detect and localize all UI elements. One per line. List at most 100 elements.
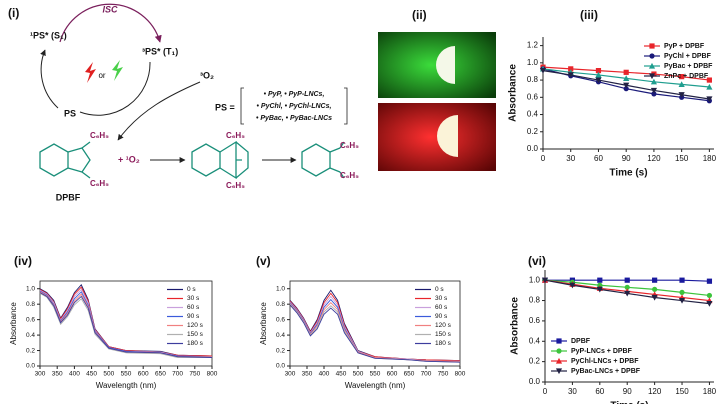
- chart: (iv) 0.0 0.2 0.4 0.6 0.8 1.0 300 350 400 450 500 550…: [9, 254, 218, 390]
- data-point: [678, 81, 685, 87]
- y-tick-label: 0.8: [26, 301, 35, 308]
- data-point: [623, 69, 629, 75]
- y-tick-label: 0.0: [529, 377, 541, 386]
- legend-label: PyP-LNCs + DPBF: [571, 348, 633, 355]
- y-tick-label: 0.2: [276, 347, 285, 354]
- legend-label: PyChl + DPBF: [664, 53, 712, 60]
- y-tick-label: 0.6: [276, 316, 285, 323]
- dpbf-label: DPBF: [56, 192, 81, 202]
- data-point: [623, 86, 629, 92]
- y-tick-label: 1.0: [529, 275, 541, 284]
- x-tick-label: 120: [648, 387, 662, 396]
- data-point: [568, 66, 574, 72]
- chart: (vi) 0.0 0.2 0.4 0.6 0.8 1.0 0 30 60 90 120 150 180 Ti…: [510, 254, 717, 409]
- x-tick-label: 400: [319, 371, 330, 378]
- data-point: [569, 282, 576, 289]
- y-axis-title: Absorbance: [259, 302, 268, 345]
- bracket: [240, 87, 348, 125]
- y-tick-label: 0.2: [529, 357, 541, 366]
- data-line: [289, 304, 461, 363]
- cycle-arc: [40, 49, 59, 109]
- x-tick-label: 800: [455, 371, 466, 378]
- x-tick-label: 150: [675, 387, 689, 396]
- panel-label: (i): [8, 6, 19, 20]
- substituent: C₆H₅: [226, 131, 245, 140]
- x-tick-label: 120: [647, 154, 661, 163]
- substituent: C₆H₅: [340, 141, 359, 150]
- x-tick-label: 180: [703, 154, 717, 163]
- data-point: [706, 83, 713, 90]
- data-point: [623, 82, 630, 89]
- data-point: [678, 297, 686, 304]
- data-point: [679, 289, 685, 295]
- data-point: [596, 286, 603, 293]
- x-tick-label: 450: [336, 371, 347, 378]
- legend-label: 180 s: [435, 340, 452, 347]
- x-axis-title: Wavelength (nm): [96, 381, 157, 390]
- x-tick-label: 350: [52, 371, 63, 378]
- legend-marker: [556, 348, 562, 354]
- x-tick-label: 650: [404, 371, 415, 378]
- x-tick-label: 400: [69, 371, 80, 378]
- data-line: [39, 284, 213, 357]
- dpbf-structure: [39, 141, 91, 179]
- x-tick-label: 500: [353, 371, 364, 378]
- y-tick-label: 0.0: [26, 363, 35, 370]
- x-tick-label: 800: [207, 371, 218, 378]
- y-tick-label: 0.2: [26, 347, 35, 354]
- x-tick-label: 650: [155, 371, 166, 378]
- data-point: [595, 71, 602, 78]
- singlet-oxygen: + ¹O₂: [118, 154, 140, 164]
- red-photo: [378, 103, 496, 171]
- legend-marker: [649, 43, 655, 49]
- legend-label: 150 s: [435, 331, 452, 338]
- y-tick-label: 0.8: [276, 301, 285, 308]
- y-tick-label: 0.4: [276, 332, 285, 339]
- legend-label: 0 s: [187, 286, 196, 293]
- data-point: [706, 278, 713, 284]
- data-point: [706, 77, 712, 83]
- substituent: C₆H₅: [90, 131, 109, 140]
- legend-label: 0 s: [435, 286, 444, 293]
- legend-marker: [648, 73, 656, 80]
- data-point: [597, 277, 603, 283]
- scheme: (i) ISC ¹PS* (S₁) ³PS* (T₁) or ³O₂ PS PS…: [8, 3, 359, 202]
- data-point: [679, 277, 685, 283]
- data-point: [624, 284, 630, 290]
- legend-marker: [556, 338, 562, 344]
- x-tick-label: 300: [35, 371, 46, 378]
- legend-label: 180 s: [187, 340, 204, 347]
- x-tick-label: 600: [138, 371, 149, 378]
- panel-label: (iv): [14, 254, 32, 268]
- y-tick-label: 0.6: [26, 316, 35, 323]
- chart: (v) 0.0 0.2 0.4 0.6 0.8 1.0 300 350 400 450 500 550 6…: [256, 254, 466, 390]
- legend-label: PyP + DPBF: [664, 43, 705, 50]
- ps-equals: PS =: [215, 102, 235, 112]
- ps-label: PS: [64, 108, 76, 118]
- y-tick-label: 0.4: [529, 336, 541, 345]
- x-tick-label: 550: [370, 371, 381, 378]
- data-point: [652, 277, 658, 283]
- y-tick-label: 1.2: [527, 41, 539, 50]
- data-point: [651, 294, 658, 301]
- x-tick-label: 180: [703, 387, 717, 396]
- data-point: [679, 74, 685, 80]
- legend-label: ZnPc + DPBF: [664, 73, 709, 80]
- y-tick-label: 1.0: [276, 285, 285, 292]
- ps-item: • PyBac, • PyBac-LNCs: [256, 115, 332, 122]
- photos: (ii): [378, 8, 496, 171]
- legend: 0 s 30 s 60 s 90 s 120 s 150 s 180 s: [167, 286, 204, 347]
- sample-vial: [437, 115, 458, 157]
- x-tick-label: 700: [421, 371, 432, 378]
- data-point: [651, 91, 657, 97]
- or-label: or: [98, 71, 105, 80]
- legend-label: 90 s: [187, 313, 200, 320]
- product-structure: [301, 141, 345, 179]
- y-tick-label: 0.6: [527, 92, 539, 101]
- data-point: [678, 92, 685, 98]
- isc-label: ISC: [102, 4, 118, 14]
- data-line: [39, 288, 213, 358]
- x-tick-label: 350: [302, 371, 313, 378]
- y-tick-label: 0.4: [527, 110, 539, 119]
